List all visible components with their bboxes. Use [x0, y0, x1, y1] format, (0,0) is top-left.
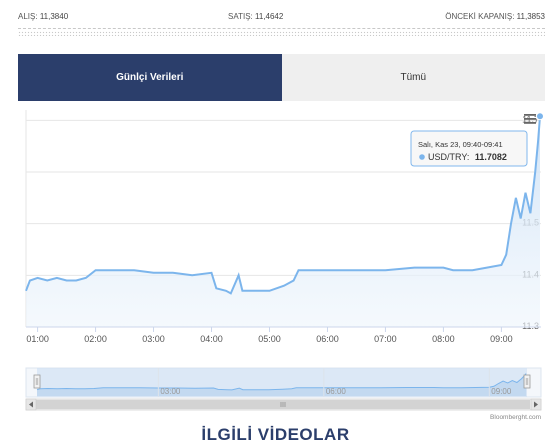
chart-credit[interactable]: Bloomberght.com [490, 414, 541, 421]
tooltip-box [410, 130, 528, 167]
tab-all[interactable]: Tümü [281, 54, 545, 101]
chart-scrollbar[interactable] [25, 398, 542, 411]
tab-intraday[interactable]: Günlçi Verileri [18, 54, 282, 101]
previous-close-quote: ÖNCEKİ KAPANIŞ: 11,3853 [445, 12, 545, 21]
navigator-tick-label: 09:00 [491, 387, 512, 396]
x-tick-label: 01:00 [26, 334, 49, 344]
x-tick-label: 08:00 [432, 334, 455, 344]
navigator-tick-label: 03:00 [160, 387, 181, 396]
x-axis: 01:00 02:00 03:00 04:00 05:00 06:00 07:00 08:00… [26, 327, 513, 344]
bid-value: 11,3840 [39, 12, 69, 21]
tooltip-series: USD/TRY: 11.7082 [428, 152, 507, 162]
hover-point [536, 112, 544, 121]
navigator-tick-label: 06:00 [326, 387, 347, 396]
ask-label: SATIŞ: [228, 12, 253, 21]
previous-close-value: 11,3853 [516, 12, 545, 21]
price-chart: 11.311.411.511.7 01:0002:0003:0004:0005:… [25, 110, 544, 421]
bid-label: ALIŞ: [18, 12, 38, 21]
x-tick-label: 02:00 [84, 334, 107, 344]
tooltip-date: Salı, Kas 23, 09:40-09:41 [418, 140, 503, 149]
bid-quote: ALIŞ: 11,3840 [18, 12, 68, 21]
hamburger-menu-icon[interactable] [522, 111, 538, 125]
tooltip: Salı, Kas 23, 09:40-09:41 USD/TRY: 11.70… [410, 130, 528, 167]
navigator[interactable]: 03:00 06:00 09:00 [25, 367, 542, 398]
scroll-right-arrow-icon[interactable] [530, 398, 542, 411]
scroll-left-arrow-icon[interactable] [25, 398, 37, 411]
navigator-handle-right[interactable] [523, 374, 531, 389]
series-line [25, 116, 541, 295]
previous-close-label: ÖNCEKİ KAPANIŞ: [445, 12, 515, 21]
navigator-line [36, 373, 527, 391]
ask-quote: SATIŞ: 11,4642 [228, 12, 283, 21]
tooltip-value: 11.7082 [475, 152, 507, 162]
chart-tabs: Günlçi Verileri Tümü [18, 54, 545, 101]
x-tick-label: 06:00 [316, 334, 339, 344]
tooltip-series-name: USD/TRY: [428, 152, 469, 162]
quote-bar: ALIŞ: 11,3840 SATIŞ: 11,4642 ÖNCEKİ KAPA… [18, 0, 545, 29]
related-videos-heading: İLGİLİ VİDEOLAR [201, 425, 350, 444]
x-tick-label: 09:00 [490, 334, 513, 344]
navigator-ticks: 03:00 06:00 09:00 [157, 368, 512, 397]
x-tick-label: 04:00 [200, 334, 223, 344]
x-tick-label: 07:00 [374, 334, 397, 344]
navigator-handle-left[interactable] [33, 374, 41, 389]
x-tick-label: 03:00 [142, 334, 165, 344]
dotted-divider [18, 31, 545, 36]
x-tick-label: 05:00 [258, 334, 281, 344]
ask-value: 11,4642 [254, 12, 284, 21]
series-area [26, 116, 540, 327]
navigator-area [37, 373, 527, 396]
tooltip-series-marker [419, 154, 425, 160]
